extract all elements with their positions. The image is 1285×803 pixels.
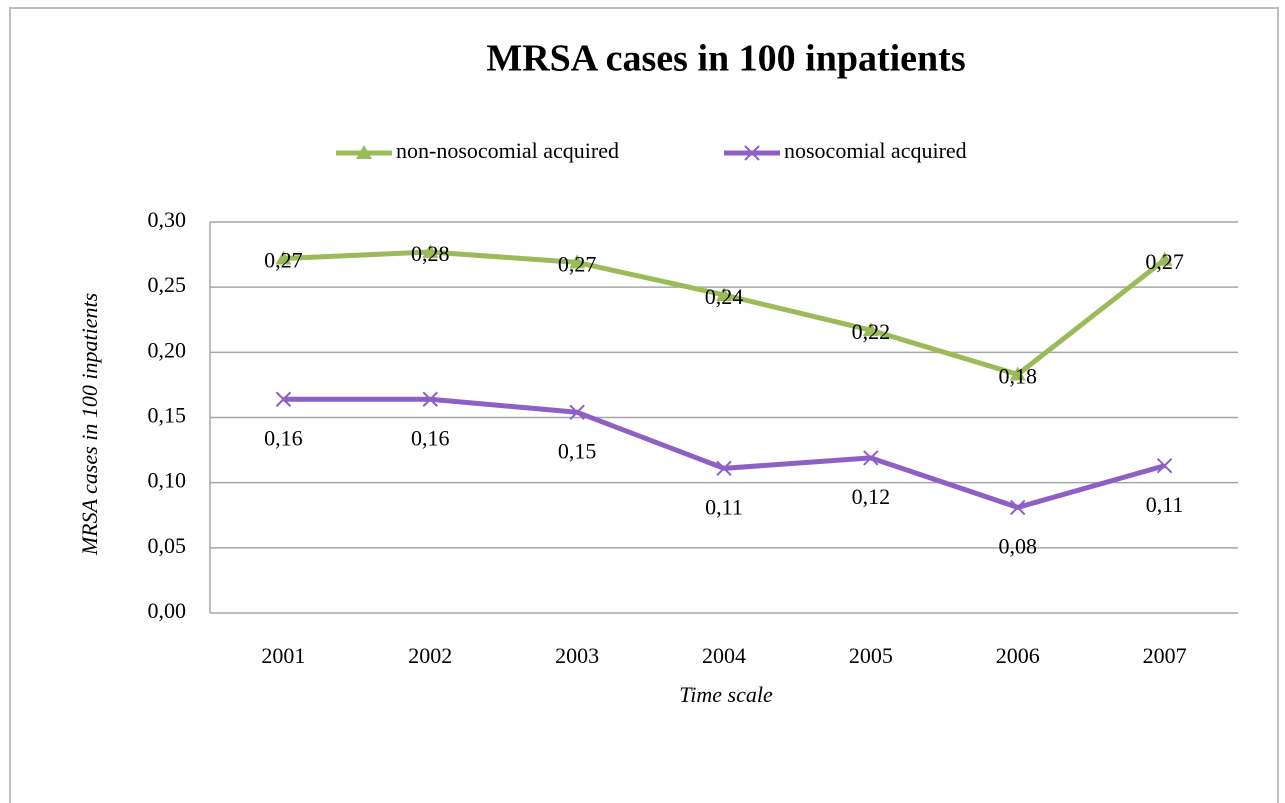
y-tick-label: 0,30 (148, 207, 187, 232)
data-label: 0,27 (558, 251, 597, 276)
data-label: 0,12 (852, 484, 891, 509)
marker (716, 286, 732, 301)
y-tick-label: 0,20 (148, 337, 187, 362)
marker (569, 254, 586, 269)
y-tick-label: 0,25 (148, 272, 187, 297)
marker (356, 145, 372, 159)
y-tick-label: 0,00 (148, 598, 187, 623)
x-tick-label: 2002 (408, 643, 452, 668)
marker (1156, 251, 1173, 266)
marker (275, 391, 292, 407)
y-tick-label: 0,05 (148, 533, 187, 558)
y-tick-label: 0,10 (148, 468, 187, 493)
marker (422, 391, 438, 407)
marker (569, 404, 585, 420)
data-label: 0,18 (998, 364, 1037, 389)
data-label: 0,15 (558, 438, 597, 463)
x-tick-label: 2006 (996, 643, 1040, 668)
y-axis-title: MRSA cases in 100 inpatients (77, 293, 102, 556)
marker (862, 322, 879, 337)
data-label: 0,27 (1145, 249, 1184, 274)
data-label: 0,24 (705, 284, 744, 309)
data-label: 0,27 (264, 248, 303, 273)
data-label: 0,28 (411, 241, 450, 266)
data-label: 0,08 (998, 533, 1037, 558)
data-label: 0,11 (1146, 492, 1184, 517)
data-label: 0,22 (852, 319, 891, 344)
chart-border (9, 7, 1279, 803)
legend-label: nosocomial acquired (784, 138, 967, 163)
marker (275, 250, 292, 265)
marker (1009, 366, 1026, 381)
marker (744, 145, 760, 161)
data-label: 0,11 (705, 494, 743, 519)
marker (716, 460, 732, 477)
marker (1156, 458, 1173, 474)
series-line (283, 249, 1167, 377)
series-line (283, 396, 1166, 510)
data-label: 0,16 (264, 425, 303, 450)
x-axis-title: Time scale (679, 682, 773, 707)
x-tick-label: 2004 (702, 643, 746, 668)
x-tick-label: 2001 (261, 643, 305, 668)
x-tick-label: 2005 (849, 643, 893, 668)
marker (1010, 499, 1026, 516)
chart-title: MRSA cases in 100 inpatients (486, 38, 965, 80)
legend-label: non-nosocomial acquired (396, 138, 619, 163)
marker (863, 450, 879, 466)
y-tick-label: 0,15 (148, 403, 187, 428)
x-tick-label: 2007 (1143, 643, 1187, 668)
data-label: 0,16 (411, 425, 450, 450)
marker (422, 243, 439, 258)
x-tick-label: 2003 (555, 643, 599, 668)
